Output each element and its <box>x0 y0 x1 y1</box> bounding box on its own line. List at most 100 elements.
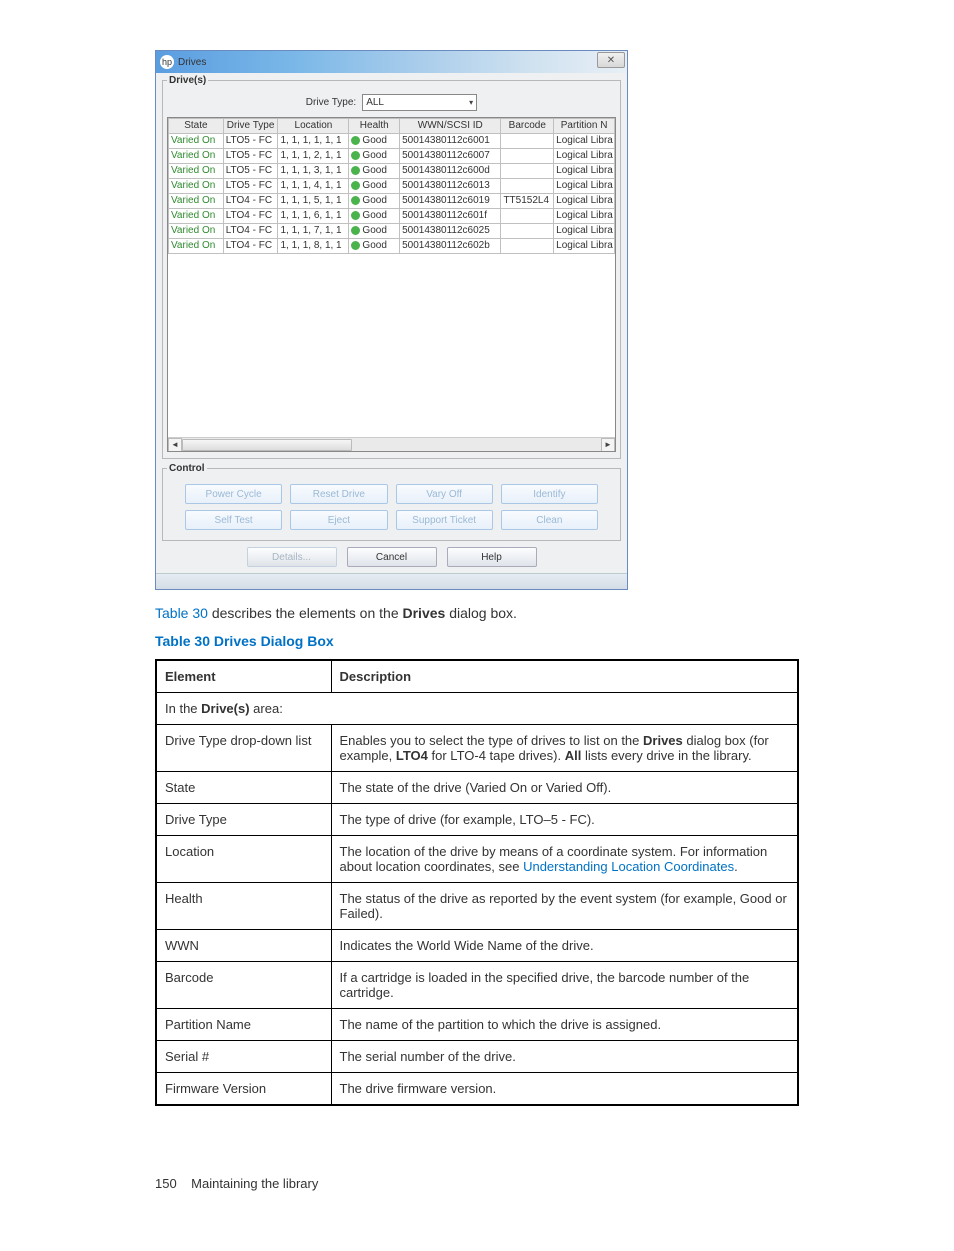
cell-barcode <box>501 239 554 254</box>
self-test-button[interactable]: Self Test <box>185 510 282 530</box>
area-bold: Drive(s) <box>201 701 249 716</box>
health-good-icon <box>351 136 360 145</box>
col-location[interactable]: Location <box>278 119 349 134</box>
health-good-icon <box>351 226 360 235</box>
cell-state: Varied On <box>169 224 224 239</box>
el-health: Health <box>156 882 331 929</box>
drives-table-wrap: State Drive Type Location Health WWN/SCS… <box>167 117 616 452</box>
drivetype-row: Drive Type: ALL ▾ <box>167 94 616 111</box>
cell-wwn: 50014380112c6001 <box>400 134 501 149</box>
intro-paragraph: Table 30 describes the elements on the D… <box>155 604 799 623</box>
cell-state: Varied On <box>169 194 224 209</box>
cell-dtype: LTO5 - FC <box>223 164 278 179</box>
cell-health: Good <box>349 179 400 194</box>
cell-barcode <box>501 179 554 194</box>
power-cycle-button[interactable]: Power Cycle <box>185 484 282 504</box>
vary-off-button[interactable]: Vary Off <box>396 484 493 504</box>
r0-b3: All <box>565 748 582 763</box>
health-good-icon <box>351 181 360 190</box>
desc-dtype: The type of drive (for example, LTO–5 - … <box>331 803 798 835</box>
cell-health: Good <box>349 224 400 239</box>
cell-health: Good <box>349 164 400 179</box>
health-good-icon <box>351 241 360 250</box>
cell-partition: Logical Libra <box>554 194 615 209</box>
details-button[interactable]: Details... <box>247 547 337 567</box>
table-row[interactable]: Varied OnLTO5 - FC1, 1, 1, 1, 1, 1Good50… <box>169 134 615 149</box>
help-button[interactable]: Help <box>447 547 537 567</box>
th-description: Description <box>331 660 798 693</box>
scroll-right-arrow-icon[interactable]: ► <box>601 438 615 452</box>
el-state: State <box>156 771 331 803</box>
support-ticket-button[interactable]: Support Ticket <box>396 510 493 530</box>
col-barcode[interactable]: Barcode <box>501 119 554 134</box>
table-row[interactable]: Varied OnLTO4 - FC1, 1, 1, 5, 1, 1Good50… <box>169 194 615 209</box>
dialog-titlebar[interactable]: hp Drives ✕ <box>156 51 627 73</box>
cell-wwn: 50014380112c600d <box>400 164 501 179</box>
dialog-body: Drive(s) Drive Type: ALL ▾ State Drive T… <box>156 73 627 573</box>
table-row[interactable]: Varied OnLTO5 - FC1, 1, 1, 2, 1, 1Good50… <box>169 149 615 164</box>
close-icon: ✕ <box>607 55 615 66</box>
table-caption: Table 30 Drives Dialog Box <box>155 633 799 649</box>
col-wwn[interactable]: WWN/SCSI ID <box>400 119 501 134</box>
location-coordinates-link[interactable]: Understanding Location Coordinates <box>523 859 734 874</box>
cell-partition: Logical Libra <box>554 179 615 194</box>
scroll-track[interactable] <box>182 438 601 452</box>
cell-barcode <box>501 134 554 149</box>
cell-partition: Logical Libra <box>554 134 615 149</box>
statusbar <box>156 573 627 589</box>
col-partition[interactable]: Partition N <box>554 119 615 134</box>
area-prefix: In the <box>165 701 201 716</box>
drives-dialog: hp Drives ✕ Drive(s) Drive Type: ALL ▾ S… <box>155 50 628 590</box>
scroll-thumb[interactable] <box>182 439 352 451</box>
reset-drive-button[interactable]: Reset Drive <box>290 484 387 504</box>
el-drivetype-dd: Drive Type drop-down list <box>156 724 331 771</box>
cell-health: Good <box>349 209 400 224</box>
cell-location: 1, 1, 1, 2, 1, 1 <box>278 149 349 164</box>
drivetype-dropdown[interactable]: ALL ▾ <box>362 94 477 111</box>
cell-partition: Logical Libra <box>554 164 615 179</box>
table30-link[interactable]: Table 30 <box>155 605 208 621</box>
horizontal-scrollbar[interactable]: ◄ ► <box>168 437 615 451</box>
el-partition: Partition Name <box>156 1008 331 1040</box>
cancel-button[interactable]: Cancel <box>347 547 437 567</box>
desc-firmware: The drive firmware version. <box>331 1072 798 1105</box>
cell-dtype: LTO4 - FC <box>223 194 278 209</box>
cell-location: 1, 1, 1, 3, 1, 1 <box>278 164 349 179</box>
col-drivetype[interactable]: Drive Type <box>223 119 278 134</box>
scroll-left-arrow-icon[interactable]: ◄ <box>168 438 182 452</box>
cell-wwn: 50014380112c6007 <box>400 149 501 164</box>
r0-b2: LTO4 <box>396 748 428 763</box>
cell-barcode <box>501 164 554 179</box>
area-suffix: area: <box>250 701 283 716</box>
eject-button[interactable]: Eject <box>290 510 387 530</box>
col-health[interactable]: Health <box>349 119 400 134</box>
cell-dtype: LTO5 - FC <box>223 134 278 149</box>
hp-logo-icon: hp <box>160 55 174 69</box>
drives-table: State Drive Type Location Health WWN/SCS… <box>168 118 615 254</box>
cell-location: 1, 1, 1, 7, 1, 1 <box>278 224 349 239</box>
close-button[interactable]: ✕ <box>597 52 625 68</box>
cell-location: 1, 1, 1, 4, 1, 1 <box>278 179 349 194</box>
intro-bold: Drives <box>403 605 446 621</box>
cell-dtype: LTO4 - FC <box>223 224 278 239</box>
clean-button[interactable]: Clean <box>501 510 598 530</box>
area-row: In the Drive(s) area: <box>156 692 798 724</box>
table-row[interactable]: Varied OnLTO4 - FC1, 1, 1, 8, 1, 1Good50… <box>169 239 615 254</box>
health-good-icon <box>351 166 360 175</box>
cell-wwn: 50014380112c602b <box>400 239 501 254</box>
cell-health: Good <box>349 194 400 209</box>
table-row[interactable]: Varied OnLTO4 - FC1, 1, 1, 7, 1, 1Good50… <box>169 224 615 239</box>
chevron-down-icon: ▾ <box>469 98 473 107</box>
cell-barcode <box>501 224 554 239</box>
table-row[interactable]: Varied OnLTO5 - FC1, 1, 1, 3, 1, 1Good50… <box>169 164 615 179</box>
bottom-button-row: Details... Cancel Help <box>162 547 621 567</box>
cell-location: 1, 1, 1, 1, 1, 1 <box>278 134 349 149</box>
identify-button[interactable]: Identify <box>501 484 598 504</box>
el-location: Location <box>156 835 331 882</box>
col-state[interactable]: State <box>169 119 224 134</box>
cell-partition: Logical Libra <box>554 224 615 239</box>
table-row[interactable]: Varied OnLTO4 - FC1, 1, 1, 6, 1, 1Good50… <box>169 209 615 224</box>
cell-health: Good <box>349 149 400 164</box>
table-row[interactable]: Varied OnLTO5 - FC1, 1, 1, 4, 1, 1Good50… <box>169 179 615 194</box>
cell-location: 1, 1, 1, 8, 1, 1 <box>278 239 349 254</box>
